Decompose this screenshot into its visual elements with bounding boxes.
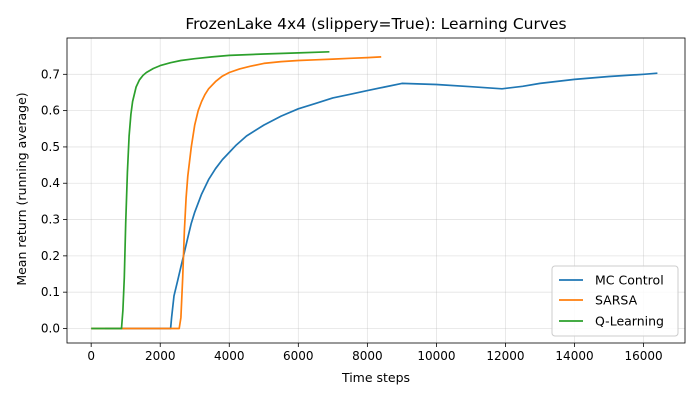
x-tick-label: 4000 <box>214 349 245 363</box>
x-tick-label: 16000 <box>624 349 662 363</box>
x-tick-label: 10000 <box>417 349 455 363</box>
y-tick-label: 0.2 <box>41 249 60 263</box>
x-axis-label: Time steps <box>341 370 410 385</box>
x-tick-label: 0 <box>87 349 95 363</box>
y-tick-label: 0.4 <box>41 176 60 190</box>
chart-title: FrozenLake 4x4 (slippery=True): Learning… <box>185 15 566 33</box>
y-tick-label: 0.3 <box>41 213 60 227</box>
legend-label-sarsa: SARSA <box>595 293 638 308</box>
series-lines <box>91 50 658 330</box>
y-tick-label: 0.0 <box>41 321 60 335</box>
y-tick-label: 0.5 <box>41 140 60 154</box>
y-axis-label: Mean return (running average) <box>14 92 29 285</box>
x-tick-label: 8000 <box>352 349 383 363</box>
legend-label-q-learning: Q-Learning <box>595 314 664 329</box>
legend: MC Control SARSA Q-Learning <box>551 265 679 337</box>
x-tick-label: 2000 <box>145 349 176 363</box>
plot-area-frame <box>66 37 686 344</box>
y-tick-label: 0.6 <box>41 104 60 118</box>
axis-ticks: 0 2000 4000 6000 8000 10000 12000 14000 16000 0.0… <box>41 67 663 363</box>
series-line-q-learning <box>91 50 330 330</box>
legend-label-mc-control: MC Control <box>595 273 664 288</box>
legend-box <box>551 265 679 337</box>
x-tick-label: 12000 <box>486 349 524 363</box>
x-tick-label: 14000 <box>555 349 593 363</box>
y-tick-label: 0.7 <box>41 67 60 81</box>
series-line-sarsa <box>91 56 382 330</box>
y-tick-label: 0.1 <box>41 285 60 299</box>
x-tick-label: 6000 <box>283 349 314 363</box>
